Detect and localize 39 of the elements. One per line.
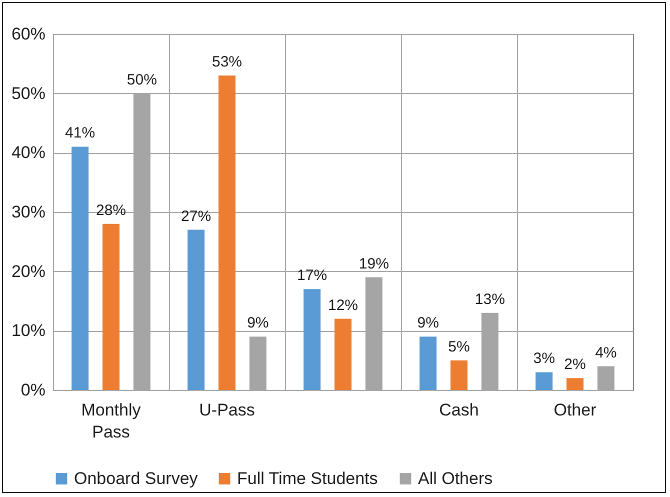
data-label: 41% <box>65 124 96 142</box>
data-label: 5% <box>448 338 470 356</box>
data-label: 19% <box>358 255 389 272</box>
y-tick-label: 50% <box>11 84 46 103</box>
data-label: 3% <box>533 350 555 368</box>
legend-label: Full Time Students <box>237 468 378 488</box>
data-label: 9% <box>417 314 439 332</box>
data-label: 4% <box>595 344 617 362</box>
data-label: 9% <box>247 314 269 332</box>
bar <box>334 318 352 390</box>
bar <box>566 378 584 390</box>
data-label: 53% <box>212 54 242 71</box>
data-label: 28% <box>96 202 126 219</box>
y-tick-label: 20% <box>11 262 46 281</box>
bar <box>218 76 236 390</box>
data-label: 27% <box>181 208 212 225</box>
x-tick-label: U-Pass <box>199 400 255 420</box>
x-tick-label: Monthly Pass <box>81 400 142 442</box>
y-tick-label: 30% <box>11 202 46 222</box>
legend-label: Onboard Survey <box>74 468 198 488</box>
bar <box>420 336 437 390</box>
data-label: 2% <box>564 356 586 374</box>
data-label: 50% <box>126 71 157 88</box>
bar <box>188 230 205 390</box>
y-tick-label: 40% <box>11 143 46 162</box>
bar <box>102 224 120 390</box>
bar <box>304 289 321 390</box>
legend-label: All Others <box>418 468 493 488</box>
y-tick-label: 10% <box>11 321 46 340</box>
bar <box>450 360 468 390</box>
data-label: 12% <box>328 296 358 314</box>
data-label: 13% <box>474 290 505 308</box>
x-tick-label: Other <box>554 400 597 420</box>
y-tick-label: 0% <box>20 380 46 400</box>
x-tick-label: Cash <box>439 400 479 420</box>
data-label: 17% <box>297 267 328 284</box>
y-tick-label: 60% <box>11 24 46 44</box>
bar <box>72 146 89 390</box>
bar <box>536 372 553 390</box>
